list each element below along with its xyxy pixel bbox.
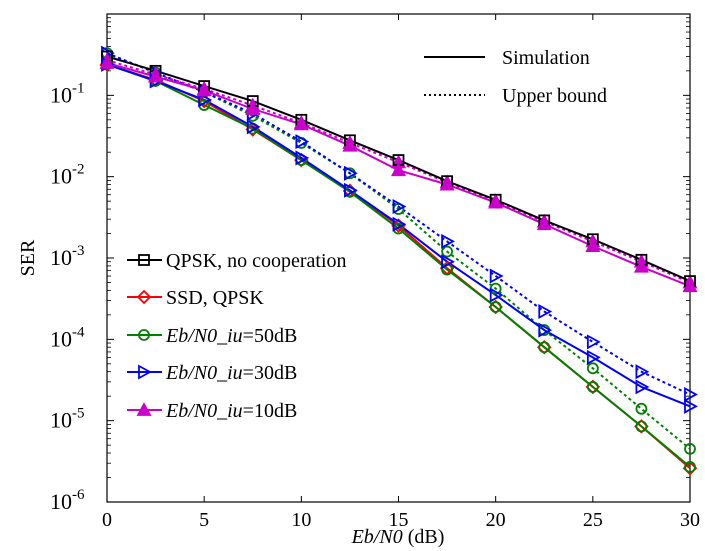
x-tick-labels: 0 5 10 15 20 25 30 xyxy=(102,509,700,531)
style-legend: Simulation Upper bound xyxy=(424,47,607,107)
data-point-iu30_ub xyxy=(441,233,455,249)
legend-label-ssd: SSD, QPSK xyxy=(166,287,264,309)
data-point-iu30_ub xyxy=(538,303,553,319)
x-tick-label: 30 xyxy=(680,509,700,531)
y-tick-label: 10-4 xyxy=(50,324,85,351)
data-point-iu10_sim xyxy=(293,116,309,131)
data-point-iu10_sim xyxy=(488,194,504,209)
series-legend-markers xyxy=(136,254,152,416)
legend-label-qpsk: QPSK, no cooperation xyxy=(166,250,347,272)
series-legend: QPSK, no cooperation SSD, QPSK Eb/N0_iu=… xyxy=(127,250,347,422)
y-tick-labels: 10-6 10-5 10-4 10-3 10-2 10-1 xyxy=(50,80,85,514)
data-point-iu50_sim xyxy=(684,461,696,473)
data-point-iu10_sim xyxy=(682,278,698,293)
y-tick-label: 10-5 xyxy=(50,406,85,433)
series-line-iu30_sim xyxy=(106,63,691,408)
data-point-iu30_ub xyxy=(489,268,504,284)
x-tick-label: 20 xyxy=(486,509,506,531)
legend-label-iu30: Eb/N0_iu=30dB xyxy=(165,362,297,384)
data-point-iu30_ub xyxy=(586,334,601,350)
x-tick-label: 0 xyxy=(102,509,112,531)
data-point-iu50_ub xyxy=(441,245,453,258)
legend-marker-1 xyxy=(136,289,152,305)
data-point-iu50_sim xyxy=(586,381,599,393)
data-point-iu30_sim xyxy=(392,216,407,232)
data-point-iu10_sim xyxy=(390,162,407,177)
y-tick-label: 10-6 xyxy=(50,487,85,514)
y-tick-label: 10-2 xyxy=(50,162,85,189)
data-point-iu10_sim xyxy=(342,137,358,152)
data-point-ssd xyxy=(682,460,698,476)
y-tick-label: 10-1 xyxy=(50,80,85,107)
data-point-iu30_sim xyxy=(295,150,310,166)
legend-label-iu50: Eb/N0_iu=50dB xyxy=(165,325,297,347)
data-point-iu30_sim xyxy=(635,379,650,395)
data-point-iu10_sim xyxy=(439,176,455,191)
data-point-iu30_ub xyxy=(392,198,407,214)
data-point-iu30_sim xyxy=(586,349,601,365)
series-line-iu50_sim xyxy=(106,63,691,468)
series-markers xyxy=(99,45,698,476)
x-axis-label: Eb/N0 (dB) xyxy=(351,526,445,548)
data-point-iu30_ub xyxy=(344,165,358,181)
x-tick-label: 25 xyxy=(583,509,603,531)
x-tick-label: 5 xyxy=(199,509,209,531)
data-point-iu10_sim xyxy=(585,238,601,253)
legend-marker-0 xyxy=(138,254,150,266)
data-point-iu50_ub xyxy=(684,442,696,455)
y-axis-label: SER xyxy=(17,239,39,276)
data-point-iu50_sim xyxy=(635,420,648,433)
style-legend-dotted-label: Upper bound xyxy=(502,85,607,107)
data-point-iu50_sim xyxy=(489,301,502,313)
data-point-iu30_sim xyxy=(441,254,455,270)
legend-label-iu10: Eb/N0_iu=10dB xyxy=(165,400,297,422)
data-point-iu10_sim xyxy=(196,82,212,97)
data-point-iu30_ub xyxy=(684,386,698,402)
x-tick-label: 10 xyxy=(291,509,311,531)
data-point-iu50_sim xyxy=(538,341,551,354)
data-point-iu10_sim xyxy=(99,55,115,69)
data-point-iu30_sim xyxy=(489,287,504,303)
data-point-iu30_ub xyxy=(635,364,650,380)
data-point-iu30_sim xyxy=(684,398,698,414)
legend-marker-4 xyxy=(136,402,152,416)
style-legend-solid-label: Simulation xyxy=(502,47,590,69)
data-point-iu30_sim xyxy=(198,92,213,108)
data-point-iu10_sim xyxy=(536,216,552,231)
data-point-iu30_sim xyxy=(538,322,553,338)
data-point-iu30_sim xyxy=(246,119,261,135)
data-point-iu50_ub xyxy=(586,362,599,375)
legend-marker-2 xyxy=(138,329,150,341)
data-point-iu10_sim xyxy=(633,258,649,273)
data-point-iu30_ub xyxy=(295,134,310,150)
data-point-iu10_sim xyxy=(148,68,164,83)
y-tick-label: 10-3 xyxy=(50,243,85,270)
data-point-iu10_sim xyxy=(245,101,261,115)
legend-marker-3 xyxy=(138,364,152,380)
x-tick-label: 15 xyxy=(389,509,409,531)
data-point-iu50_ub xyxy=(635,402,648,415)
data-point-iu30_sim xyxy=(344,182,358,198)
